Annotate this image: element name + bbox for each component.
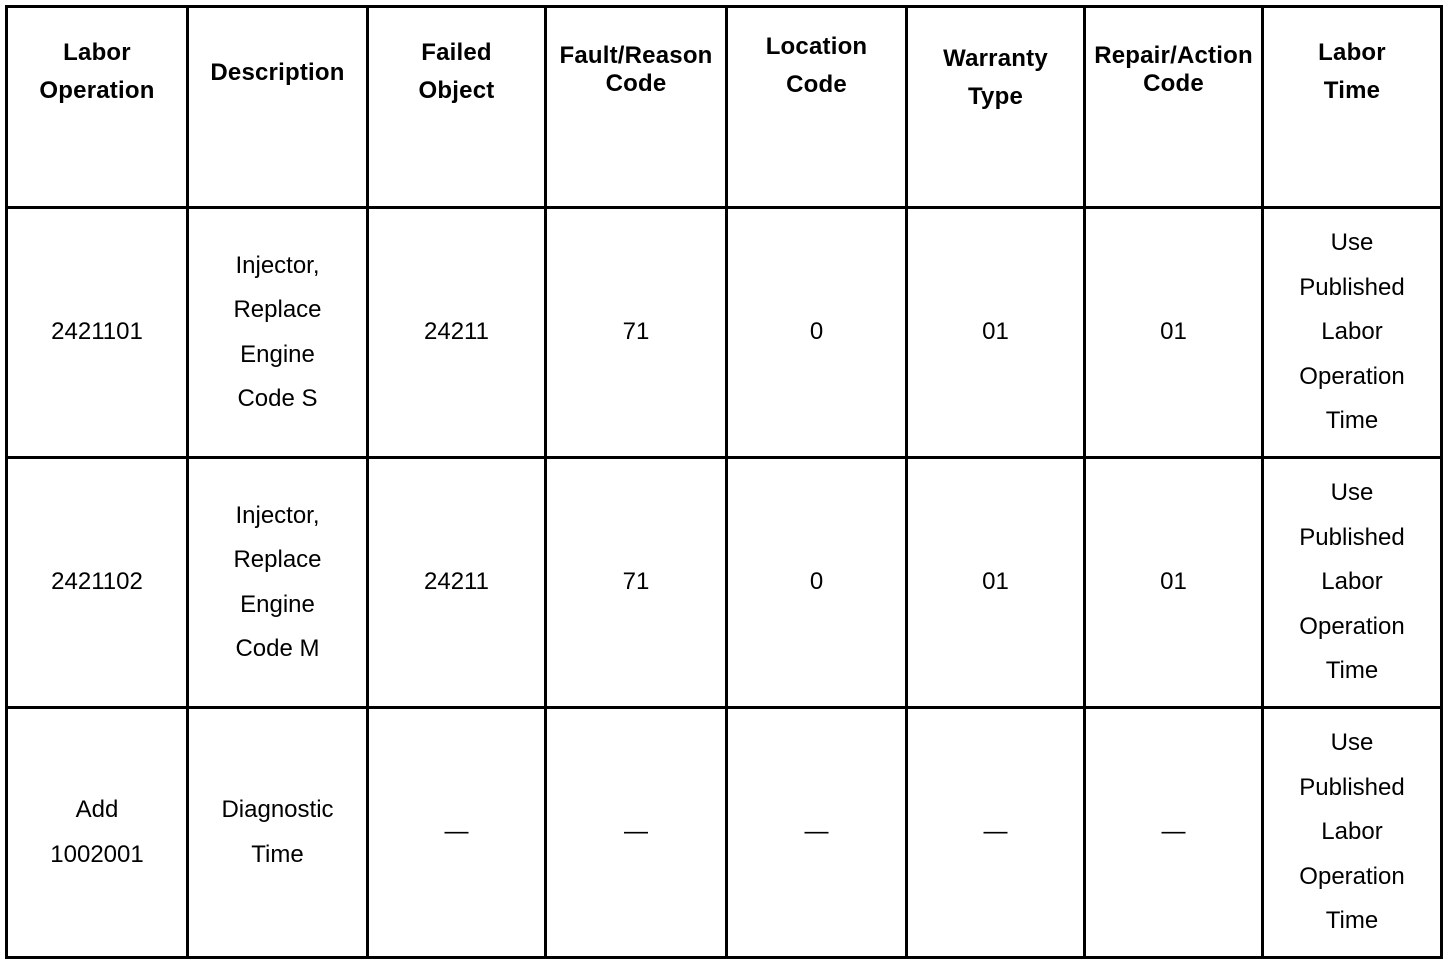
cell-warranty-type: 01 — [905, 206, 1086, 459]
cell-description: Injector, Replace Engine Code S — [186, 206, 369, 459]
cell-labor-time: Use Published Labor Operation Time — [1261, 456, 1443, 709]
labor-operations-table: Labor Operation Description Failed Objec… — [5, 5, 1443, 959]
header-labor-time: Labor Time — [1261, 5, 1443, 209]
cell-failed-object: 24211 — [366, 456, 547, 709]
header-location-code: Location Code — [725, 5, 908, 209]
cell-labor-time: Use Published Labor Operation Time — [1261, 706, 1443, 959]
cell-warranty-type: — — [905, 706, 1086, 959]
cell-labor-operation: 2421101 — [5, 206, 189, 459]
header-row: Labor Operation Description Failed Objec… — [5, 5, 1443, 209]
header-failed-object: Failed Object — [366, 5, 547, 209]
cell-labor-operation: 2421102 — [5, 456, 189, 709]
cell-labor-time: Use Published Labor Operation Time — [1261, 206, 1443, 459]
table-row: 2421101 Injector, Replace Engine Code S … — [5, 206, 1443, 459]
cell-fault-reason-code: 71 — [544, 456, 728, 709]
header-repair-action-code: Repair/Action Code — [1083, 5, 1264, 209]
cell-repair-action-code: 01 — [1083, 206, 1264, 459]
cell-failed-object: 24211 — [366, 206, 547, 459]
cell-description: Diagnostic Time — [186, 706, 369, 959]
cell-fault-reason-code: — — [544, 706, 728, 959]
cell-failed-object: — — [366, 706, 547, 959]
table-row: 2421102 Injector, Replace Engine Code M … — [5, 456, 1443, 709]
cell-description: Injector, Replace Engine Code M — [186, 456, 369, 709]
cell-repair-action-code: 01 — [1083, 456, 1264, 709]
cell-location-code: — — [725, 706, 908, 959]
cell-fault-reason-code: 71 — [544, 206, 728, 459]
header-fault-reason-code: Fault/Reason Code — [544, 5, 728, 209]
header-description: Description — [186, 5, 369, 209]
cell-repair-action-code: — — [1083, 706, 1264, 959]
cell-location-code: 0 — [725, 456, 908, 709]
cell-warranty-type: 01 — [905, 456, 1086, 709]
cell-location-code: 0 — [725, 206, 908, 459]
header-warranty-type: Warranty Type — [905, 5, 1086, 209]
table-row: Add 1002001 Diagnostic Time — — — — — Us… — [5, 706, 1443, 959]
header-labor-operation: Labor Operation — [5, 5, 189, 209]
cell-labor-operation: Add 1002001 — [5, 706, 189, 959]
